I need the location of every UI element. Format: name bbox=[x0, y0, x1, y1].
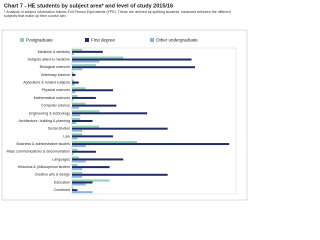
bar bbox=[72, 98, 74, 101]
bar bbox=[72, 112, 148, 115]
bar bbox=[72, 68, 83, 71]
y-tick-label: Mathematical sciences bbox=[34, 96, 71, 100]
bar bbox=[72, 94, 78, 97]
bar bbox=[72, 118, 81, 121]
bar bbox=[72, 143, 230, 146]
bar bbox=[72, 129, 83, 132]
bar bbox=[72, 183, 86, 186]
bar bbox=[72, 148, 78, 151]
bar bbox=[72, 110, 100, 113]
bar bbox=[72, 114, 81, 117]
bar bbox=[72, 173, 168, 176]
bar bbox=[72, 102, 86, 105]
y-tick-label: Education bbox=[54, 180, 70, 184]
bar bbox=[72, 189, 78, 192]
plot-area bbox=[71, 47, 237, 195]
bar bbox=[72, 152, 74, 155]
legend-swatch bbox=[85, 38, 89, 42]
legend-label: First degree bbox=[91, 38, 116, 43]
y-tick-label: Medicine & dentistry bbox=[38, 50, 71, 54]
bar bbox=[72, 66, 195, 69]
y-tick-label: Combined bbox=[54, 188, 70, 192]
y-tick-label: Engineering & technology bbox=[29, 111, 70, 115]
legend-label: Other undergraduate bbox=[156, 38, 198, 43]
bar bbox=[72, 79, 75, 82]
bar bbox=[72, 96, 96, 99]
bar bbox=[72, 168, 83, 171]
bar bbox=[72, 73, 76, 76]
bar bbox=[72, 120, 93, 122]
y-tick-label: Agriculture & related subjects bbox=[23, 81, 70, 85]
y-tick-label: Historical & philosophical studies bbox=[18, 165, 71, 169]
bar bbox=[72, 160, 86, 163]
bar bbox=[72, 89, 113, 92]
bar bbox=[72, 141, 137, 144]
bar bbox=[72, 106, 79, 109]
bar bbox=[72, 181, 93, 184]
bar bbox=[72, 156, 79, 159]
chart-frame bbox=[1, 29, 248, 201]
chart-subtitle: * Analysis of subject information follow… bbox=[4, 10, 231, 19]
bar bbox=[72, 64, 96, 67]
y-tick-label: Law bbox=[63, 134, 70, 138]
bar bbox=[72, 58, 192, 61]
bar bbox=[72, 81, 79, 84]
bar bbox=[72, 52, 75, 55]
legend-swatch bbox=[150, 38, 154, 42]
y-tick-label: Social studies bbox=[48, 127, 70, 131]
bar bbox=[72, 104, 117, 107]
bar bbox=[72, 127, 168, 130]
y-tick-label: Biological sciences bbox=[40, 65, 71, 69]
bar bbox=[72, 60, 100, 63]
subtitle-box: * Analysis of subject information follow… bbox=[4, 10, 231, 19]
y-tick-label: Veterinary science bbox=[41, 73, 70, 77]
y-tick-label: Physical sciences bbox=[42, 88, 71, 92]
bar bbox=[72, 71, 74, 74]
y-tick-label: Mass communications & documentation bbox=[6, 150, 70, 154]
bar bbox=[72, 191, 93, 194]
y-tick-label: Architecture, building & planning bbox=[18, 119, 70, 123]
bar bbox=[72, 171, 83, 174]
bar bbox=[72, 133, 83, 136]
bar bbox=[72, 166, 110, 169]
bar bbox=[72, 87, 86, 90]
legend-label: Postgraduate bbox=[26, 38, 53, 43]
bar bbox=[72, 187, 74, 190]
bar bbox=[72, 175, 83, 178]
y-tick-label: Creative arts & design bbox=[35, 173, 70, 177]
y-tick-label: Business & administrative studies bbox=[16, 142, 70, 146]
chart-title: Chart 7 - HE students by subject area* a… bbox=[4, 3, 173, 9]
y-tick-label: Languages bbox=[52, 157, 70, 161]
bar bbox=[72, 135, 113, 138]
bar bbox=[72, 83, 75, 86]
bar bbox=[72, 145, 86, 148]
legend-swatch bbox=[20, 38, 24, 42]
bar bbox=[72, 56, 124, 59]
bar bbox=[72, 48, 83, 51]
bar bbox=[72, 164, 78, 167]
bar bbox=[72, 50, 103, 53]
bar bbox=[72, 137, 78, 140]
y-tick-label: Subjects allied to medicine bbox=[27, 57, 70, 61]
bar bbox=[72, 125, 100, 128]
bar bbox=[72, 158, 124, 161]
y-tick-label: Computer science bbox=[41, 104, 70, 108]
bar bbox=[72, 91, 76, 94]
chart: Chart 7 - HE students by subject area* a… bbox=[1, 3, 248, 201]
bar bbox=[72, 121, 77, 124]
bar bbox=[72, 150, 96, 153]
page: {"chart_data": {"type": "hbar", "title":… bbox=[1, 3, 248, 201]
bar bbox=[72, 179, 110, 182]
